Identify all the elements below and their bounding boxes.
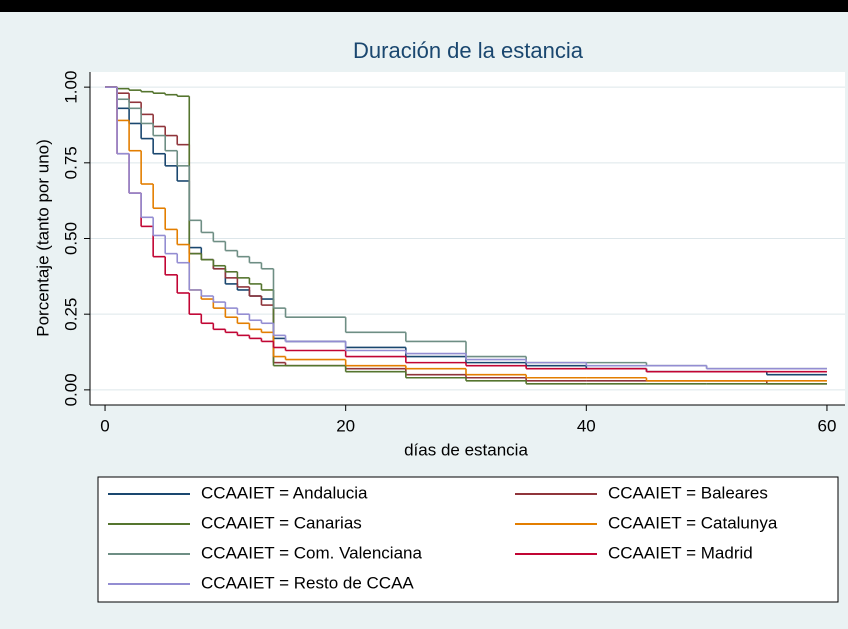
y-tick-label: 0.25	[61, 298, 80, 331]
legend-label: CCAAIET = Resto de CCAA	[201, 573, 414, 592]
y-tick-label: 1.00	[61, 71, 80, 104]
y-axis-label: Porcentaje (tanto por uno)	[33, 139, 52, 337]
legend-label: CCAAIET = Madrid	[608, 543, 753, 562]
x-tick-label: 20	[336, 416, 355, 435]
x-tick-label: 40	[577, 416, 596, 435]
top-bar	[0, 0, 848, 12]
chart-title: Duración de la estancia	[353, 38, 584, 63]
y-tick-label: 0.75	[61, 146, 80, 179]
legend-label: CCAAIET = Catalunya	[608, 513, 778, 532]
y-tick-label: 0.50	[61, 222, 80, 255]
legend-label: CCAAIET = Canarias	[201, 513, 362, 532]
legend	[97, 476, 839, 603]
x-tick-label: 0	[100, 416, 109, 435]
y-tick-label: 0.00	[61, 373, 80, 406]
x-axis-label: días de estancia	[404, 440, 528, 459]
legend-label: CCAAIET = Com. Valenciana	[201, 543, 422, 562]
x-tick-label: 60	[817, 416, 836, 435]
legend-label: CCAAIET = Baleares	[608, 483, 768, 502]
legend-label: CCAAIET = Andalucia	[201, 483, 368, 502]
